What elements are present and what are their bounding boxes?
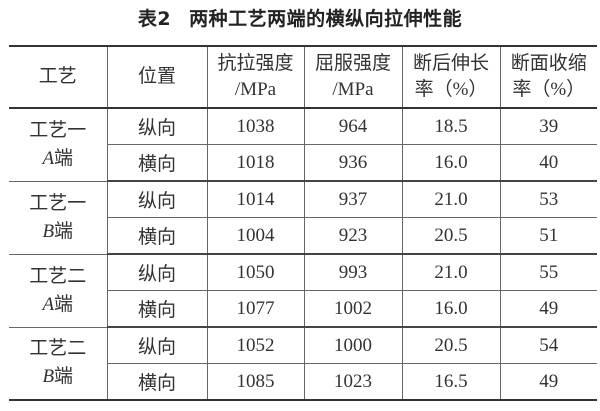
yield-strength-cell: 1002 xyxy=(303,290,403,328)
table-row: 工艺一 A端 纵向 1038 964 18.5 39 xyxy=(9,107,597,182)
position-cell: 横向 xyxy=(107,144,208,182)
tensile-strength-cell: 1085 xyxy=(206,363,305,401)
elongation-cell: 16.0 xyxy=(401,144,501,182)
yield-strength-cell: 1023 xyxy=(303,363,403,401)
position-cell: 纵向 xyxy=(106,107,208,145)
yield-strength-cell: 923 xyxy=(303,217,403,255)
reduction-of-area-cell: 49 xyxy=(499,363,597,401)
elongation-cell: 21.0 xyxy=(401,253,501,291)
reduction-of-area-cell: 54 xyxy=(499,326,597,364)
process-group-cell: 工艺二 A端 xyxy=(9,253,108,328)
table-number: 表2 xyxy=(137,8,172,30)
tensile-strength-cell: 1038 xyxy=(206,107,305,145)
header-position: 位置 xyxy=(106,45,208,109)
yield-strength-cell: 936 xyxy=(303,144,403,182)
header-elongation: 断后伸长 率（%） xyxy=(401,45,501,109)
elongation-cell: 16.0 xyxy=(401,290,501,328)
position-cell: 横向 xyxy=(107,363,208,401)
position-cell: 纵向 xyxy=(106,253,208,291)
elongation-cell: 18.5 xyxy=(401,107,501,145)
table-row: 横向 1085 1023 16.5 49 xyxy=(9,363,597,401)
table-row: 横向 1004 923 20.5 51 xyxy=(9,217,597,255)
tensile-strength-cell: 1050 xyxy=(206,253,305,291)
yield-strength-cell: 993 xyxy=(303,253,403,291)
reduction-of-area-cell: 51 xyxy=(499,217,597,255)
header-yield-strength: 屈服强度/MPa xyxy=(303,45,403,109)
process-group-cell: 工艺二 B端 xyxy=(9,326,108,401)
position-cell: 纵向 xyxy=(106,326,208,364)
header-reduction-of-area: 断面收缩 率（%） xyxy=(499,45,597,109)
tensile-properties-table: 工艺 位置 抗拉强度/MPa 屈服强度/MPa 断后伸长 率（%） 断面收缩 率（%… xyxy=(9,45,597,401)
reduction-of-area-cell: 39 xyxy=(499,107,597,145)
elongation-cell: 16.5 xyxy=(401,363,501,401)
reduction-of-area-cell: 53 xyxy=(499,180,597,218)
yield-strength-cell: 964 xyxy=(303,107,403,145)
tensile-strength-cell: 1014 xyxy=(206,180,305,218)
table-caption: 表2 两种工艺两端的横纵向拉伸性能 xyxy=(0,4,600,31)
header-row: 工艺 位置 抗拉强度/MPa 屈服强度/MPa 断后伸长 率（%） 断面收缩 率（%… xyxy=(9,45,597,109)
reduction-of-area-cell: 49 xyxy=(499,290,597,328)
table-row: 工艺一 B端 纵向 1014 937 21.0 53 xyxy=(9,180,597,255)
header-process: 工艺 xyxy=(9,45,108,109)
position-cell: 纵向 xyxy=(106,180,208,218)
reduction-of-area-cell: 55 xyxy=(499,253,597,291)
process-group-cell: 工艺一 A端 xyxy=(9,107,108,182)
table-row: 工艺二 B端 纵向 1052 1000 20.5 54 xyxy=(9,326,597,401)
yield-strength-cell: 937 xyxy=(303,180,403,218)
position-cell: 横向 xyxy=(107,217,208,255)
tensile-strength-cell: 1018 xyxy=(206,144,305,182)
elongation-cell: 20.5 xyxy=(401,217,501,255)
header-tensile-strength: 抗拉强度/MPa xyxy=(206,45,305,109)
elongation-cell: 21.0 xyxy=(401,180,501,218)
table-title: 两种工艺两端的横纵向拉伸性能 xyxy=(189,8,463,30)
elongation-cell: 20.5 xyxy=(401,326,501,364)
tensile-strength-cell: 1004 xyxy=(206,217,305,255)
table-row: 横向 1077 1002 16.0 49 xyxy=(9,290,597,328)
tensile-strength-cell: 1052 xyxy=(206,326,305,364)
process-group-cell: 工艺一 B端 xyxy=(9,180,108,255)
reduction-of-area-cell: 40 xyxy=(499,144,597,182)
yield-strength-cell: 1000 xyxy=(303,326,403,364)
table-row: 横向 1018 936 16.0 40 xyxy=(9,144,597,182)
table-row: 工艺二 A端 纵向 1050 993 21.0 55 xyxy=(9,253,597,328)
tensile-strength-cell: 1077 xyxy=(206,290,305,328)
position-cell: 横向 xyxy=(107,290,208,328)
